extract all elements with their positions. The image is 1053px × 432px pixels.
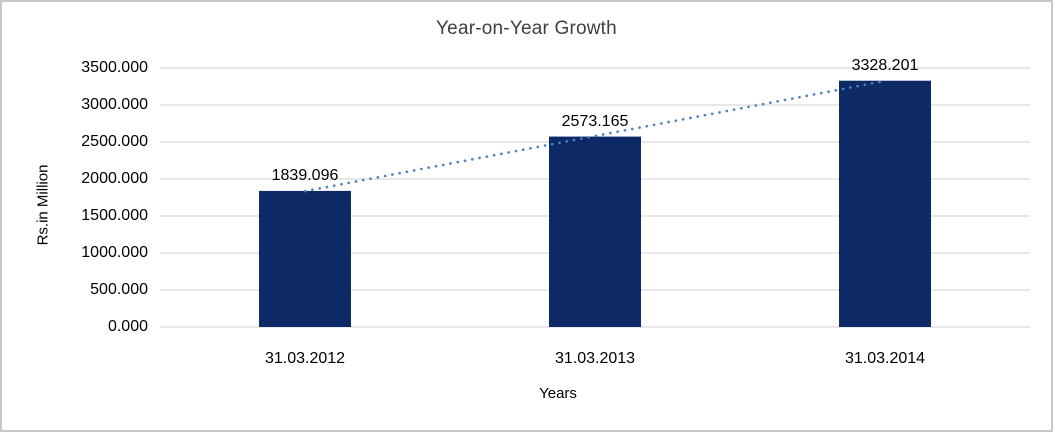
bar	[259, 190, 351, 327]
bar-value-label: 3328.201	[851, 56, 919, 74]
y-tick-label: 0.000	[107, 318, 148, 335]
x-category-label: 31.03.2014	[844, 350, 926, 367]
x-category-label: 31.03.2012	[264, 350, 346, 367]
bar	[839, 80, 931, 327]
x-axis-title: Years	[539, 385, 577, 402]
y-tick-label: 1000.000	[81, 244, 148, 261]
y-tick-label: 3500.000	[81, 59, 148, 76]
y-tick-label: 1500.000	[81, 207, 148, 224]
x-category-label: 31.03.2013	[554, 350, 636, 367]
y-tick-label: 3000.000	[81, 96, 148, 113]
bar-value-label: 1839.096	[271, 166, 339, 184]
bar	[549, 136, 641, 327]
y-tick-label: 2000.000	[81, 170, 148, 187]
y-tick-label: 500.000	[90, 281, 148, 298]
trendline	[303, 79, 887, 193]
bar-value-label: 2573.165	[561, 112, 629, 130]
y-tick-label: 2500.000	[81, 133, 148, 150]
chart-title: Year-on-Year Growth	[436, 18, 617, 39]
y-axis-title: Rs.in Million	[34, 164, 52, 246]
